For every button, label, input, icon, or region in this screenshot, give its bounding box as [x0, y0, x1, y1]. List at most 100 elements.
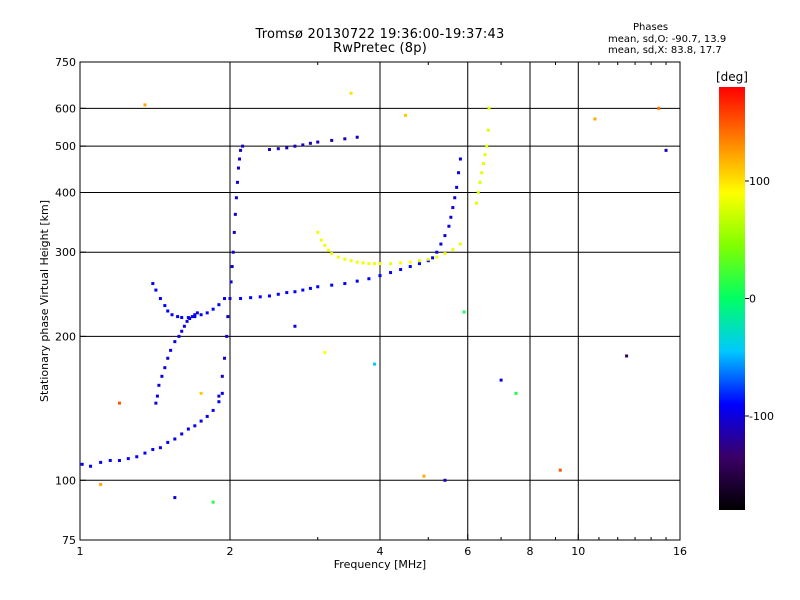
data-point	[154, 401, 158, 405]
data-point	[233, 212, 237, 216]
data-point	[126, 457, 130, 461]
data-point	[451, 247, 455, 251]
data-point	[238, 157, 242, 161]
data-point	[323, 351, 327, 355]
data-point	[226, 315, 230, 319]
data-point	[487, 106, 491, 110]
plot-grid	[80, 62, 680, 540]
data-point	[276, 147, 280, 151]
data-point	[293, 324, 297, 328]
data-point	[193, 424, 197, 428]
data-point	[80, 462, 84, 466]
data-point	[166, 440, 170, 444]
data-point	[593, 117, 597, 121]
data-point	[481, 161, 485, 165]
axis-ticks: 1 2 4 6 8 10 16 75 100 200 300 400 500 600 750 Frequenc…	[38, 56, 687, 571]
data-point	[355, 279, 359, 283]
data-point	[117, 401, 121, 405]
data-point	[229, 280, 233, 284]
data-point	[355, 260, 359, 264]
data-point	[158, 297, 162, 301]
data-point	[480, 171, 484, 175]
data-point	[451, 206, 455, 210]
data-point	[157, 383, 161, 387]
data-point	[211, 307, 215, 311]
data-point	[185, 319, 189, 323]
data-point	[160, 374, 164, 378]
data-point	[231, 250, 235, 254]
data-point	[223, 297, 227, 301]
data-point	[476, 190, 480, 194]
data-point	[330, 252, 334, 256]
data-point	[223, 356, 227, 360]
data-point	[443, 234, 447, 238]
data-point	[378, 274, 382, 278]
x-tick-label: 10	[571, 545, 585, 558]
x-tick-label: 16	[673, 545, 687, 558]
data-point	[166, 309, 170, 313]
data-point	[323, 243, 327, 247]
data-point	[249, 296, 253, 300]
data-point	[439, 242, 443, 246]
data-point	[169, 348, 173, 352]
data-point	[170, 313, 174, 317]
y-tick-label: 300	[55, 246, 76, 259]
data-point	[367, 277, 371, 281]
data-point	[173, 340, 177, 344]
data-point	[514, 391, 518, 395]
data-point	[267, 148, 271, 152]
data-point	[177, 334, 181, 338]
data-point	[151, 447, 155, 451]
data-point	[408, 265, 412, 269]
colorbar-label: [deg]	[716, 70, 748, 84]
colorbar: [deg] 100 0 -100	[716, 70, 774, 510]
y-tick-label: 200	[55, 330, 76, 343]
phase-stats-heading: Phases	[633, 22, 669, 33]
data-point	[108, 458, 112, 462]
data-point	[217, 400, 221, 404]
data-point	[330, 138, 334, 142]
data-point	[267, 294, 271, 298]
data-point	[485, 144, 489, 148]
data-point	[241, 144, 245, 148]
data-point	[301, 288, 305, 292]
y-tick-label: 500	[55, 140, 76, 153]
data-point	[343, 282, 347, 286]
data-point	[349, 259, 353, 263]
data-point	[389, 262, 393, 266]
y-tick-label: 600	[55, 102, 76, 115]
data-point	[232, 230, 236, 234]
data-point	[455, 185, 459, 189]
data-point	[99, 482, 103, 486]
data-point	[373, 262, 377, 266]
data-point	[319, 238, 323, 242]
data-point	[408, 260, 412, 264]
x-tick-label: 8	[527, 545, 534, 558]
data-point	[293, 144, 297, 148]
x-tick-label: 4	[377, 545, 384, 558]
data-point	[205, 414, 209, 418]
data-point	[193, 315, 197, 319]
data-point	[211, 408, 215, 412]
data-point	[486, 128, 490, 132]
data-point	[239, 297, 243, 301]
data-point	[378, 262, 382, 266]
data-point	[143, 451, 147, 455]
data-point	[158, 446, 162, 450]
data-point	[285, 291, 289, 295]
data-point	[186, 427, 190, 431]
data-point	[316, 285, 320, 289]
data-point	[163, 366, 167, 370]
data-point	[180, 329, 184, 333]
data-point	[343, 137, 347, 141]
data-point	[417, 262, 421, 266]
data-point	[330, 283, 334, 287]
data-point	[373, 362, 377, 366]
colorbar-gradient	[719, 87, 745, 510]
data-point	[435, 255, 439, 259]
data-point	[558, 468, 562, 472]
data-point	[225, 334, 229, 338]
data-point	[399, 268, 403, 272]
data-point	[205, 311, 209, 315]
data-point	[417, 259, 421, 263]
